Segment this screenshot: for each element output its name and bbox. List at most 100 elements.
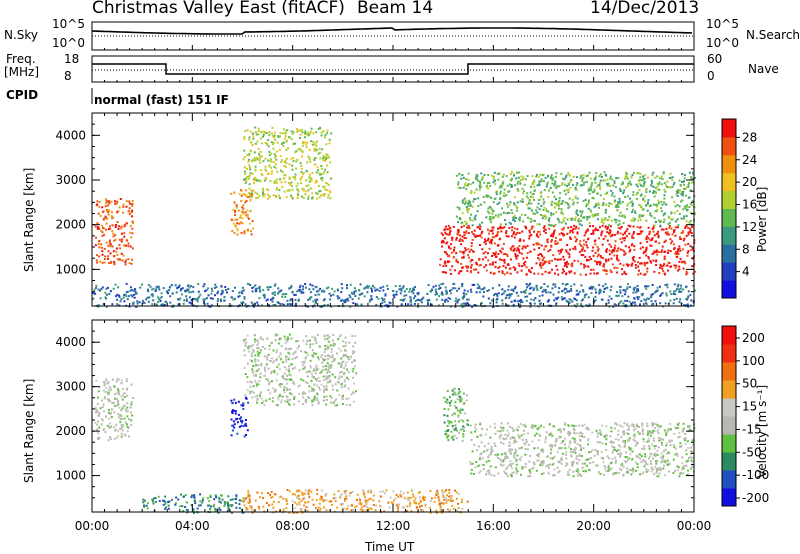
velocity-cell [108, 385, 111, 388]
power-cell [602, 237, 605, 240]
power-cell [556, 201, 559, 204]
power-cell [616, 209, 619, 212]
power-cell [131, 247, 134, 250]
velocity-cell [617, 429, 620, 432]
power-cell [447, 297, 450, 299]
velocity-cell [115, 392, 118, 395]
velocity-cell [676, 427, 679, 429]
power-cell [109, 245, 112, 248]
power-cell [692, 171, 695, 174]
power-cell [598, 292, 601, 295]
velocity-cell [242, 408, 245, 410]
power-cell [463, 294, 466, 297]
velocity-cell [667, 428, 670, 431]
velocity-cell [343, 379, 346, 381]
power-cell [491, 287, 494, 290]
power-colorbar-label: 24 [742, 153, 757, 167]
velocity-cell [283, 387, 286, 390]
velocity-cell [446, 430, 449, 433]
power-cell [672, 243, 675, 246]
power-cell [157, 286, 160, 289]
power-cell [627, 224, 630, 227]
velocity-cell [568, 432, 571, 435]
power-cell [488, 212, 491, 215]
power-cell [517, 189, 520, 192]
power-cell [660, 200, 663, 203]
power-cell [612, 305, 615, 308]
power-cell [252, 189, 255, 192]
power-cell [678, 268, 681, 271]
power-cell [576, 201, 579, 204]
power-cell [679, 284, 682, 287]
velocity-cell [326, 346, 329, 349]
power-cell [561, 268, 564, 271]
power-cell [586, 259, 589, 262]
power-cell [314, 157, 317, 160]
power-cell [691, 181, 693, 184]
power-cell [190, 299, 193, 302]
power-cell [579, 250, 582, 253]
power-cell [395, 290, 398, 293]
power-cell [251, 287, 254, 289]
power-cell [647, 256, 650, 258]
velocity-cell [259, 376, 262, 379]
power-cell [667, 215, 670, 218]
power-cell [574, 227, 577, 230]
power-cell [487, 182, 489, 184]
power-cell [514, 184, 517, 187]
power-cell [304, 130, 307, 133]
velocity-cell [268, 397, 271, 400]
power-cell [568, 301, 571, 304]
power-cell [616, 249, 619, 252]
power-cell [299, 162, 302, 165]
power-cell [259, 180, 262, 183]
power-cell [673, 211, 676, 214]
power-cell [244, 211, 247, 214]
velocity-cell [340, 371, 343, 373]
velocity-cell [276, 348, 279, 351]
velocity-cell [257, 359, 260, 362]
power-cell [624, 216, 626, 219]
power-cell [565, 174, 568, 177]
power-cell [213, 286, 216, 289]
power-cell [643, 264, 646, 267]
power-cell [598, 284, 601, 287]
power-cell [473, 283, 476, 286]
power-cell [473, 229, 476, 232]
power-cell [493, 179, 496, 182]
power-cell [394, 285, 397, 288]
power-cell [322, 130, 325, 133]
power-cell [449, 230, 452, 232]
power-cell [477, 197, 480, 200]
power-cell [472, 233, 475, 235]
velocity-cell [115, 423, 118, 426]
power-cell [668, 221, 671, 224]
power-cell [340, 291, 343, 294]
power-cell [296, 290, 299, 293]
power-cell [386, 288, 389, 290]
velocity-cell [256, 394, 259, 397]
velocity-cell [324, 348, 327, 351]
power-cell [259, 161, 262, 164]
velocity-cell [454, 427, 457, 430]
power-cell [553, 180, 556, 183]
power-cell [157, 301, 160, 303]
velocity-cell [618, 448, 621, 451]
power-colorbar-swatch [722, 119, 736, 138]
velocity-cell [597, 471, 600, 474]
power-cell [533, 272, 536, 275]
power-cell [111, 245, 114, 248]
power-cell [307, 189, 310, 192]
power-cell [497, 292, 500, 295]
power-cell [288, 176, 291, 179]
power-cell [569, 238, 572, 240]
velocity-cell [560, 456, 563, 459]
power-cell [491, 263, 494, 266]
power-cell [511, 219, 514, 222]
power-cell [561, 282, 564, 285]
power-cell [574, 248, 577, 251]
power-cell [557, 218, 560, 221]
power-cell [272, 194, 275, 197]
power-cell [585, 273, 587, 276]
velocity-cell [466, 394, 468, 397]
